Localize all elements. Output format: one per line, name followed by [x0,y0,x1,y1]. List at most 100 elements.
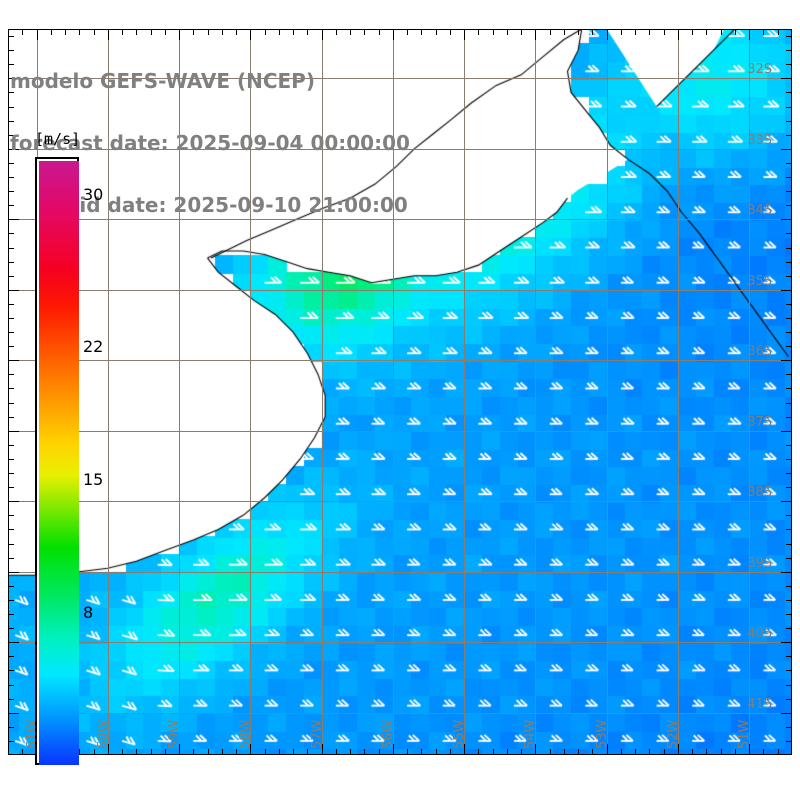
minor-tick [786,262,792,263]
minor-tick [8,191,14,192]
minor-tick [478,749,479,755]
major-tick [749,744,750,755]
minor-tick [550,29,551,35]
minor-tick [8,670,14,671]
minor-tick [8,163,14,164]
major-tick [781,360,792,361]
minor-tick [592,29,593,35]
minor-tick [8,332,14,333]
major-tick [8,431,19,432]
longitude-label: 58W [238,719,253,749]
minor-tick [786,515,792,516]
major-tick [535,29,536,40]
minor-tick [786,727,792,728]
minor-tick [564,29,565,35]
minor-tick [786,670,792,671]
minor-tick [507,29,508,35]
longitude-label: 52W [666,719,681,749]
minor-tick [165,749,166,755]
minor-tick [8,388,14,389]
minor-tick [8,374,14,375]
latitude-label: 32S [747,62,772,77]
parallel-line [8,572,792,573]
minor-tick [786,121,792,122]
latitude-label: 40S [747,626,772,641]
minor-tick [8,600,14,601]
major-tick [37,29,38,40]
minor-tick [222,29,223,35]
major-tick [678,29,679,40]
minor-tick [8,29,9,35]
major-tick [8,149,19,150]
minor-tick [786,699,792,700]
meridian-line [393,29,394,755]
minor-tick [786,205,792,206]
minor-tick [664,749,665,755]
longitude-label: 54W [523,719,538,749]
minor-tick [236,749,237,755]
parallel-line [8,78,792,79]
minor-tick [236,29,237,35]
minor-tick [786,107,792,108]
minor-tick [379,749,380,755]
minor-tick [8,558,14,559]
minor-tick [136,749,137,755]
minor-tick [336,749,337,755]
minor-tick [621,749,622,755]
meridian-line [678,29,679,755]
minor-tick [550,749,551,755]
minor-tick [786,445,792,446]
minor-tick [778,749,779,755]
major-tick [781,572,792,573]
minor-tick [8,417,14,418]
minor-tick [786,191,792,192]
minor-tick [786,135,792,136]
major-tick [8,642,19,643]
minor-tick [786,36,792,37]
minor-tick [786,64,792,65]
major-tick [781,431,792,432]
minor-tick [350,749,351,755]
minor-tick [379,29,380,35]
minor-tick [786,544,792,545]
latitude-label: 35S [747,274,772,289]
major-tick [781,713,792,714]
major-tick [179,29,180,40]
minor-tick [165,29,166,35]
parallel-line [8,642,792,643]
major-tick [781,219,792,220]
minor-tick [786,50,792,51]
major-tick [781,642,792,643]
minor-tick [94,749,95,755]
minor-tick [350,29,351,35]
minor-tick [336,29,337,35]
minor-tick [8,544,14,545]
minor-tick [8,529,14,530]
longitude-label: 59W [167,719,182,749]
minor-tick [621,29,622,35]
minor-tick [578,29,579,35]
minor-tick [151,29,152,35]
meridian-line [250,29,251,755]
major-tick [749,29,750,40]
colorbar[interactable]: [m/s] 30 22 15 8 [35,130,103,765]
map-plot-area[interactable]: 61W 60W 59W 58W 57W 56W 55W 54W 53W 52W 51W 32S 33S… [8,29,792,755]
minor-tick [151,749,152,755]
minor-tick [786,685,792,686]
longitude-label: 53W [595,719,610,749]
minor-tick [8,121,14,122]
minor-tick [763,749,764,755]
minor-tick [364,29,365,35]
longitude-label: 55W [452,719,467,749]
major-tick [393,744,394,755]
figure-title: modelo GEFS-WAVE (NCEP) forecast date: 2… [10,30,510,257]
parallel-line [8,149,792,150]
minor-tick [786,304,792,305]
minor-tick [436,749,437,755]
minor-tick [649,29,650,35]
minor-tick [8,233,14,234]
longitude-label: 57W [310,719,325,749]
minor-tick [664,29,665,35]
colorbar-tick-label: 8 [83,603,94,622]
